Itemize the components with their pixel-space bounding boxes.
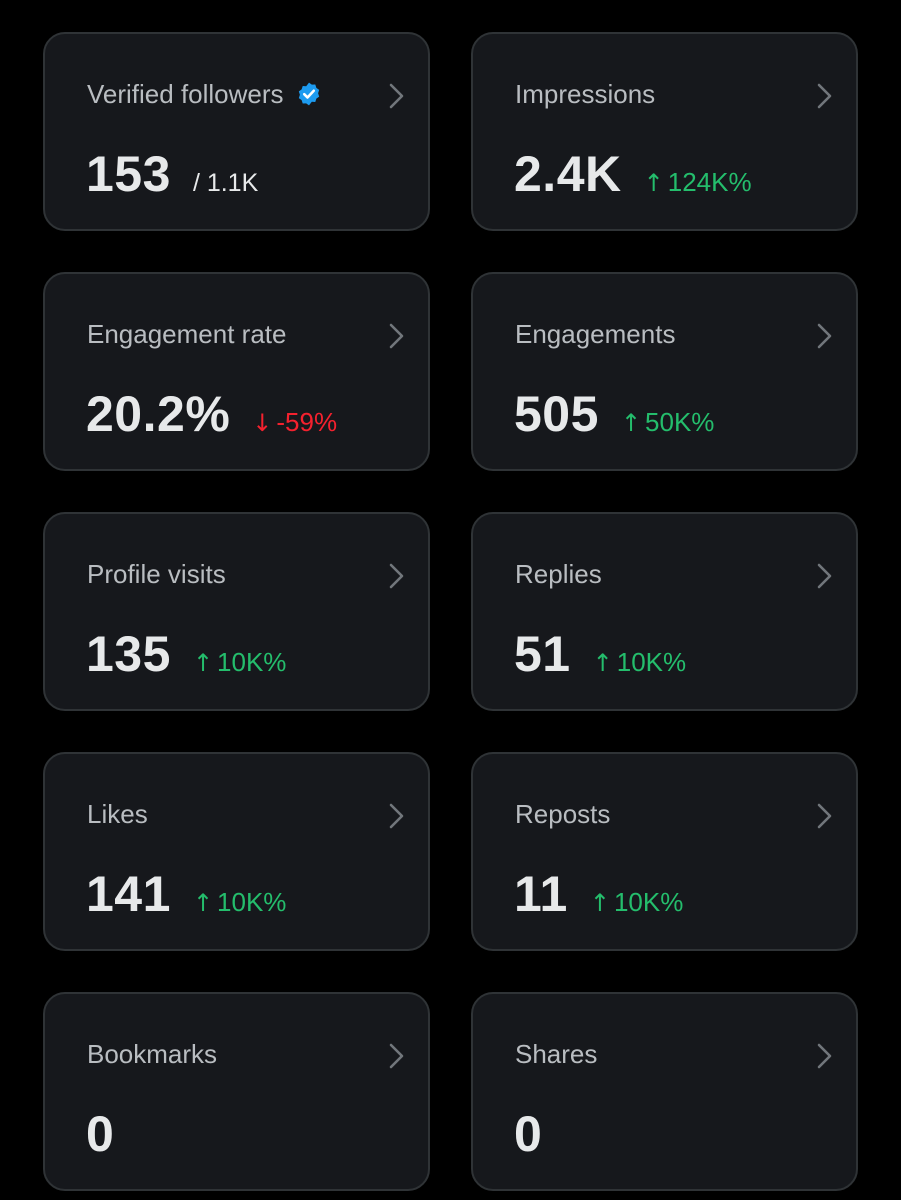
metric-card-verified-followers[interactable]: Verified followers 153 / 1.1K	[43, 32, 430, 231]
metric-value: 51	[514, 626, 571, 682]
arrow-up-icon: ↑	[589, 889, 610, 917]
metric-value-row: 141 ↑ 10K%	[86, 866, 286, 922]
metrics-grid: Verified followers 153 / 1.1K Impression…	[43, 32, 858, 1191]
metric-change: ↓ -59%	[252, 407, 337, 438]
metric-value: 153	[86, 146, 171, 202]
metric-value: 141	[86, 866, 171, 922]
metric-value-row: 153 / 1.1K	[86, 146, 258, 202]
metric-card-bookmarks[interactable]: Bookmarks 0	[43, 992, 430, 1191]
metric-change-value: 10K%	[613, 887, 684, 917]
metric-card-replies[interactable]: Replies 51 ↑ 10K%	[471, 512, 858, 711]
chevron-right-icon	[389, 1043, 404, 1069]
metric-value-row: 135 ↑ 10K%	[86, 626, 286, 682]
chevron-right-icon	[389, 323, 404, 349]
metric-label: Shares	[515, 1039, 598, 1069]
metric-change: ↑ 10K%	[590, 887, 684, 918]
metric-value: 135	[86, 626, 171, 682]
metric-value: 11	[514, 866, 568, 922]
metric-label: Likes	[87, 799, 148, 829]
metric-card-likes[interactable]: Likes 141 ↑ 10K%	[43, 752, 430, 951]
arrow-up-icon: ↑	[592, 649, 613, 677]
metric-change-value: 10K%	[217, 647, 287, 677]
metric-change: ↑ 50K%	[621, 407, 715, 438]
metric-change: ↑ 10K%	[193, 887, 287, 918]
verified-badge-icon	[296, 81, 322, 107]
chevron-right-icon	[817, 1043, 832, 1069]
metric-label-row: Verified followers	[87, 78, 322, 110]
metric-change-value: 50K%	[645, 407, 715, 437]
metric-card-profile-visits[interactable]: Profile visits 135 ↑ 10K%	[43, 512, 430, 711]
chevron-right-icon	[817, 803, 832, 829]
metric-value: 2.4K	[514, 146, 622, 202]
metric-card-engagements[interactable]: Engagements 505 ↑ 50K%	[471, 272, 858, 471]
metric-change: ↑ 124K%	[644, 167, 752, 198]
metric-label: Engagement rate	[87, 319, 287, 349]
metric-label: Profile visits	[87, 559, 226, 589]
metric-label: Verified followers	[87, 79, 284, 109]
metric-change-value: 10K%	[217, 887, 287, 917]
metric-value: 0	[514, 1106, 543, 1162]
metric-label: Impressions	[515, 79, 656, 109]
arrow-down-icon: ↓	[252, 409, 273, 437]
arrow-up-icon: ↑	[643, 169, 664, 197]
metric-value-row: 0	[86, 1106, 114, 1162]
metric-card-shares[interactable]: Shares 0	[471, 992, 858, 1191]
metric-value-row: 20.2% ↓ -59%	[86, 386, 337, 442]
metric-total: / 1.1K	[192, 169, 259, 197]
metric-value-row: 0	[514, 1106, 542, 1162]
arrow-up-icon: ↑	[192, 649, 214, 677]
chevron-right-icon	[389, 563, 404, 589]
chevron-right-icon	[817, 323, 832, 349]
metric-change: ↑ 10K%	[593, 647, 687, 678]
chevron-right-icon	[389, 83, 404, 109]
metric-value-row: 51 ↑ 10K%	[514, 626, 686, 682]
metric-value-row: 11 ↑ 10K%	[514, 866, 683, 922]
arrow-up-icon: ↑	[192, 889, 214, 917]
metric-change-value: 10K%	[616, 647, 687, 677]
metric-card-impressions[interactable]: Impressions 2.4K ↑ 124K%	[471, 32, 858, 231]
metric-value: 505	[514, 386, 599, 442]
metric-label: Reposts	[515, 799, 611, 829]
metric-card-engagement-rate[interactable]: Engagement rate 20.2% ↓ -59%	[43, 272, 430, 471]
metric-label: Replies	[515, 559, 602, 589]
metric-change-value: -59%	[276, 407, 338, 437]
metric-value: 20.2%	[86, 386, 231, 442]
metric-value-row: 2.4K ↑ 124K%	[514, 146, 752, 202]
metric-value-row: 505 ↑ 50K%	[514, 386, 714, 442]
metric-label: Engagements	[515, 319, 676, 349]
metric-change-value: 124K%	[667, 167, 752, 197]
metric-change: ↑ 10K%	[193, 647, 287, 678]
metric-card-reposts[interactable]: Reposts 11 ↑ 10K%	[471, 752, 858, 951]
chevron-right-icon	[389, 803, 404, 829]
metric-value: 0	[86, 1106, 115, 1162]
chevron-right-icon	[817, 83, 832, 109]
metric-label: Bookmarks	[87, 1039, 218, 1069]
chevron-right-icon	[817, 563, 832, 589]
arrow-up-icon: ↑	[620, 409, 642, 437]
